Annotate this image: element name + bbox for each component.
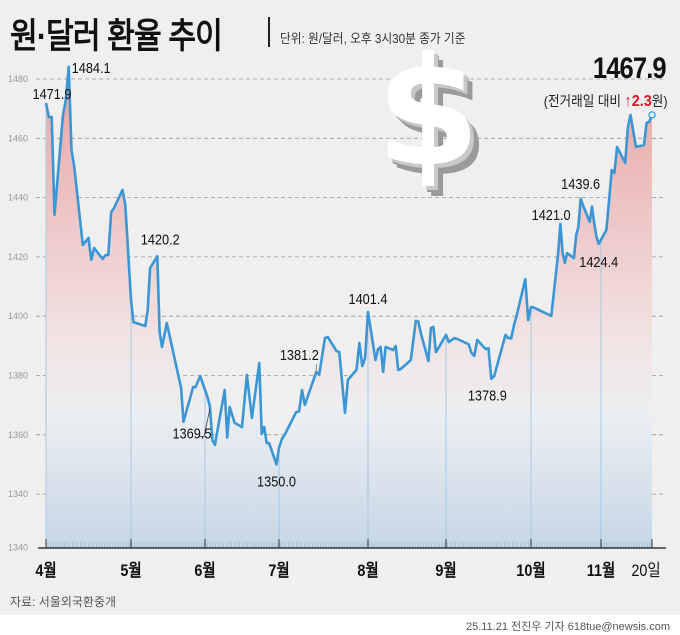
y-tick-label: 1360 bbox=[8, 430, 28, 440]
data-label: 1350.0 bbox=[257, 472, 296, 489]
grid-lines: 1480 1460 1440 1420 1400 1380 1360 1340 1340 bbox=[8, 74, 664, 552]
x-tick-label: 6월 bbox=[194, 561, 215, 580]
title-separator bbox=[268, 17, 270, 47]
data-label: 1420.2 bbox=[141, 230, 180, 247]
y-tick-label: 1480 bbox=[8, 74, 28, 84]
y-tick-label: 1340 bbox=[8, 489, 28, 499]
x-tick-label: 11월 bbox=[587, 561, 616, 580]
y-tick-label: 1460 bbox=[8, 133, 28, 143]
x-tick-label: 8월 bbox=[357, 561, 378, 580]
exchange-rate-chart: 1480 1460 1440 1420 1400 1380 1360 1340 1340 $ 4… bbox=[8, 26, 666, 580]
latest-point-marker bbox=[648, 111, 656, 119]
unit-subtitle: 단위: 원/달러, 오후 3시30분 종가 기준 bbox=[280, 31, 466, 46]
source-note: 자료: 서울외국환중개 bbox=[10, 595, 117, 609]
change-from-previous: (전거래일 대비 ↑2.3원) bbox=[544, 91, 668, 111]
x-tick-label: 10월 bbox=[516, 561, 545, 580]
data-label: 1424.4 bbox=[579, 253, 618, 270]
change-value: 2.3 bbox=[632, 93, 653, 110]
y-tick-label: 1340 bbox=[8, 542, 28, 552]
series-line bbox=[44, 65, 654, 466]
area-fill bbox=[46, 66, 652, 549]
latest-rate: 1467.9 bbox=[593, 52, 667, 85]
x-tick-label: 4월 bbox=[35, 561, 56, 580]
month-lines bbox=[45, 103, 602, 548]
x-tick-label: 7월 bbox=[268, 561, 289, 580]
data-label: 1401.4 bbox=[349, 290, 388, 307]
y-tick-label: 1440 bbox=[8, 193, 28, 203]
x-tick-label: 9월 bbox=[435, 561, 456, 580]
data-label: 1381.2 bbox=[280, 346, 319, 363]
change-suffix: 원) bbox=[652, 93, 668, 109]
data-label: 1378.9 bbox=[468, 387, 507, 404]
data-label: 1471.9 bbox=[33, 85, 72, 102]
dollar-sign-icon: $ bbox=[376, 26, 480, 200]
up-arrow-icon: ↑ bbox=[624, 93, 633, 110]
page-title: 원·달러 환율 추이 bbox=[10, 17, 223, 56]
credit-line: 25.11.21 전진우 기자 618tue@newsis.com bbox=[465, 621, 670, 633]
data-label: 1369.5 bbox=[172, 425, 211, 442]
y-tick-label: 1400 bbox=[8, 311, 28, 321]
x-tick-label: 5월 bbox=[120, 561, 141, 580]
x-tick-label: 20일 bbox=[631, 561, 660, 580]
data-label: 1484.1 bbox=[72, 59, 111, 76]
data-label: 1421.0 bbox=[532, 206, 571, 223]
change-prefix: (전거래일 대비 bbox=[544, 93, 625, 109]
leader-line bbox=[197, 408, 211, 437]
svg-text:$: $ bbox=[376, 26, 480, 200]
data-label: 1439.6 bbox=[561, 175, 600, 192]
y-tick-label: 1380 bbox=[8, 371, 28, 381]
y-tick-label: 1420 bbox=[8, 252, 28, 262]
